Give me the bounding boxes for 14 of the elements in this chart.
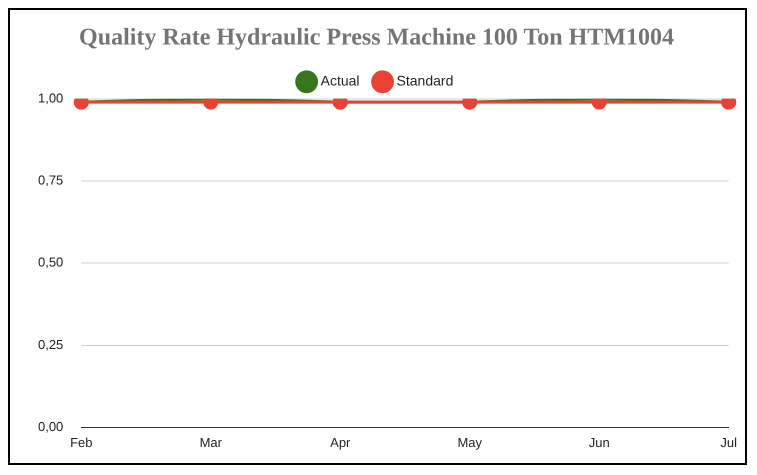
- y-tick-label: 0,00: [38, 418, 64, 434]
- y-tick-label: 0,50: [38, 254, 64, 270]
- x-tick-label: Feb: [70, 434, 93, 450]
- y-tick-label: 0,75: [38, 172, 64, 188]
- legend-label: Standard: [396, 72, 454, 89]
- y-tick-label: 0,25: [38, 336, 64, 352]
- x-tick-label: May: [457, 434, 483, 450]
- legend-label: Actual: [320, 72, 360, 89]
- x-tick-label: Apr: [330, 434, 352, 450]
- y-tick-label: 1,00: [38, 90, 64, 106]
- x-tick-label: Jun: [588, 434, 610, 450]
- x-tick-label: Mar: [200, 434, 223, 450]
- chart-title: Quality Rate Hydraulic Press Machine 100 Ton HTM1004: [79, 24, 674, 51]
- x-tick-label: Jul: [720, 434, 738, 450]
